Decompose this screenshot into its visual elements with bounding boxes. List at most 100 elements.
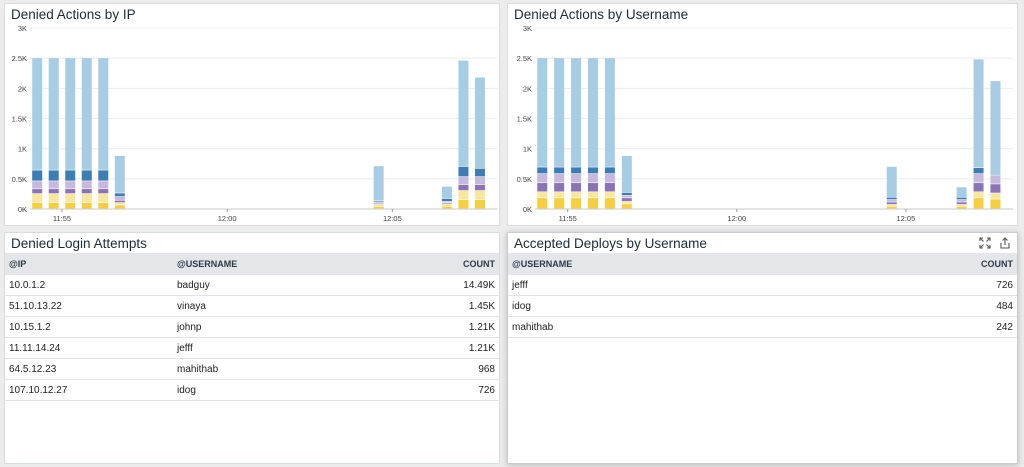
y-tick-label: 1.5K — [517, 115, 532, 124]
username-cell: mahithab — [508, 316, 829, 338]
column-header-count[interactable]: COUNT — [828, 253, 1017, 275]
share-icon[interactable] — [999, 237, 1011, 249]
denied-login-title: Denied Login Attempts — [11, 236, 147, 251]
table-row[interactable]: idog 484 — [508, 295, 1017, 317]
column-header-username[interactable]: @USERNAME — [173, 253, 379, 275]
bar-segment-series-1 — [554, 198, 565, 209]
y-tick-label: 0.5K — [12, 175, 27, 184]
denied-login-table: @IP @USERNAME COUNT 10.0.1.2 badguy 14.4… — [5, 253, 499, 401]
username-cell: vinaya — [173, 295, 379, 317]
bar-segment-series-6 — [621, 155, 632, 193]
bar-segment-series-4 — [441, 201, 452, 203]
bar-segment-series-4 — [458, 177, 469, 185]
ip-chart-plot[interactable]: 0K 0.5K 1K 1.5K 2K 2.5K 3K 11:55 12:00 12:05 — [5, 4, 501, 227]
table-row[interactable]: 64.5.12.23 mahithab 968 — [5, 358, 499, 380]
bar-segment-series-5 — [98, 170, 109, 181]
table-row[interactable]: 10.15.1.2 johnp 1.21K — [5, 316, 499, 338]
table-row[interactable]: mahithab 242 — [508, 316, 1017, 338]
x-tick-label: 11:55 — [559, 214, 577, 223]
bar-segment-series-3 — [474, 184, 485, 191]
username-cell: idog — [173, 379, 379, 401]
widget-toolbar — [979, 237, 1011, 249]
bar-segment-series-3 — [621, 198, 632, 202]
bar-segment-series-5 — [441, 198, 452, 202]
bar-segment-series-3 — [81, 189, 92, 194]
bar-segment-series-5 — [886, 197, 897, 200]
accepted-deploys-widget: Accepted Deploys by Username @USERNAME C… — [507, 232, 1018, 464]
username-cell: mahithab — [173, 358, 379, 380]
ip-cell: 51.10.13.22 — [5, 295, 173, 317]
bar-segment-series-5 — [458, 166, 469, 177]
bar-segment-series-6 — [554, 58, 565, 167]
column-header-ip[interactable]: @IP — [5, 253, 173, 275]
x-tick-label: 12:00 — [727, 214, 746, 223]
bar-segment-series-2 — [458, 190, 469, 200]
count-cell: 242 — [828, 316, 1017, 338]
bar-segment-series-5 — [571, 167, 582, 174]
bar-segment-series-2 — [81, 193, 92, 203]
bar-segment-series-4 — [32, 181, 43, 189]
count-cell: 1.21K — [378, 337, 499, 359]
bar-segment-series-4 — [474, 177, 485, 185]
bar-segment-series-5 — [587, 167, 598, 174]
bar-segment-series-2 — [886, 204, 897, 206]
bar-segment-series-4 — [587, 174, 598, 183]
count-cell: 14.49K — [378, 275, 499, 296]
username-cell: jefff — [173, 337, 379, 359]
x-tick-label: 12:00 — [218, 214, 237, 223]
denied-login-widget: Denied Login Attempts @IP @USERNAME COUN… — [4, 232, 500, 464]
bar-segment-series-4 — [956, 199, 967, 202]
bar-segment-series-6 — [604, 58, 615, 167]
table-row[interactable]: 10.0.1.2 badguy 14.49K — [5, 275, 499, 296]
bar-segment-series-1 — [373, 206, 384, 209]
bar-segment-series-6 — [587, 58, 598, 167]
bar-segment-series-5 — [65, 170, 76, 181]
column-header-username[interactable]: @USERNAME — [508, 253, 829, 275]
bar-segment-series-4 — [48, 181, 59, 189]
bar-segment-series-3 — [373, 203, 384, 205]
bar-segment-series-2 — [973, 192, 984, 198]
ip-cell: 10.15.1.2 — [5, 316, 173, 338]
bar-segment-series-3 — [441, 202, 452, 204]
accepted-deploys-table: @USERNAME COUNT jefff 726 idog 484 mahit… — [508, 253, 1017, 338]
bar-segment-series-4 — [973, 174, 984, 183]
y-tick-label: 0K — [523, 205, 532, 214]
bar-segment-series-2 — [441, 204, 452, 206]
bar-segment-series-3 — [537, 183, 548, 192]
y-tick-label: 2K — [18, 84, 27, 93]
username-chart-plot[interactable]: 0K 0.5K 1K 1.5K 2K 2.5K 3K 11:55 12:00 12:05 — [508, 4, 1019, 227]
bar-segment-series-5 — [114, 193, 125, 197]
bar-segment-series-1 — [973, 198, 984, 209]
bar-segment-series-2 — [48, 193, 59, 203]
username-chart-widget: Denied Actions by Username 0K 0.5K 1K 1.5K 2… — [507, 3, 1018, 226]
bar-segment-series-2 — [32, 193, 43, 203]
bar-segment-series-5 — [81, 170, 92, 181]
table-row[interactable]: 107.10.12.27 idog 726 — [5, 379, 499, 401]
column-header-count[interactable]: COUNT — [378, 253, 499, 275]
bar-segment-series-2 — [604, 192, 615, 198]
table-row[interactable]: 11.11.14.24 jefff 1.21K — [5, 337, 499, 359]
bar-segment-series-6 — [956, 187, 967, 197]
bar-segment-series-1 — [458, 199, 469, 209]
table-header-row: @IP @USERNAME COUNT — [5, 253, 499, 275]
table-row[interactable]: jefff 726 — [508, 275, 1017, 296]
bar-segment-series-5 — [621, 192, 632, 196]
bar-segment-series-2 — [537, 192, 548, 198]
count-cell: 1.45K — [378, 295, 499, 317]
bar-segment-series-2 — [990, 193, 1001, 199]
bar-segment-series-6 — [114, 155, 125, 193]
y-tick-label: 1.5K — [12, 115, 27, 124]
bar-segment-series-5 — [973, 167, 984, 174]
accepted-deploys-title: Accepted Deploys by Username — [514, 236, 707, 251]
bar-segment-series-1 — [956, 206, 967, 209]
x-tick-label: 11:55 — [53, 214, 71, 223]
table-row[interactable]: 51.10.13.22 vinaya 1.45K — [5, 295, 499, 317]
bar-segment-series-1 — [32, 202, 43, 209]
y-tick-label: 1K — [18, 145, 27, 154]
expand-icon[interactable] — [979, 237, 991, 249]
bar-segment-series-5 — [48, 170, 59, 181]
bar-segment-series-4 — [81, 181, 92, 189]
ip-chart-widget: Denied Actions by IP 0K 0.5K 1K 1.5K 2K 2.5K 3… — [4, 3, 500, 226]
bar-segment-series-1 — [604, 198, 615, 209]
bar-segment-series-3 — [990, 184, 1001, 193]
